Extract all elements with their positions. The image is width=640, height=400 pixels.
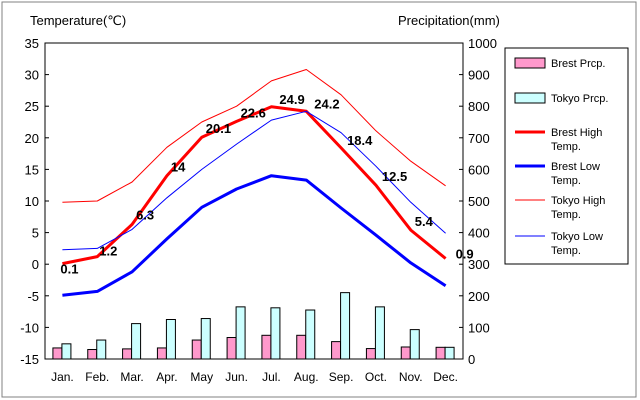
x-tick-label: Apr. bbox=[156, 370, 177, 384]
y-left-tick-label: -5 bbox=[27, 289, 39, 304]
precip-bar bbox=[235, 306, 246, 360]
y-right-tick-label: 600 bbox=[468, 162, 490, 177]
precip-bar bbox=[200, 318, 211, 360]
data-label: 14 bbox=[171, 160, 186, 175]
x-tick-label: Jun. bbox=[225, 370, 248, 384]
y-right-tick-label: 400 bbox=[468, 226, 490, 241]
data-label: 22.6 bbox=[241, 105, 266, 120]
x-tick-label: Mar. bbox=[120, 370, 143, 384]
y-left-axis: 35 30 25 20 15 10 5 0 -5 -10 -15 bbox=[20, 36, 49, 367]
y-left-tick-label: -15 bbox=[20, 352, 39, 367]
precip-bar bbox=[444, 346, 455, 360]
x-axis: Jan. Feb. Mar. Apr. May Jun. Jul. Aug. Sep. Oct. N… bbox=[51, 370, 458, 384]
precip-bar bbox=[87, 349, 98, 360]
temperature-line bbox=[62, 105, 447, 266]
precip-bar bbox=[296, 334, 307, 360]
data-label: 18.4 bbox=[347, 133, 373, 148]
x-tick-label: Nov. bbox=[399, 370, 423, 384]
data-label: 0.9 bbox=[456, 247, 474, 262]
legend-label: Brest Low Temp. bbox=[551, 161, 600, 187]
x-tick-label: Jul. bbox=[262, 370, 281, 384]
y-right-tick-label: 900 bbox=[468, 68, 490, 83]
temperature-lines bbox=[62, 69, 447, 297]
precipitation-bars bbox=[52, 292, 455, 360]
precip-bar bbox=[52, 347, 63, 360]
precip-bar bbox=[122, 348, 133, 360]
y-left-tick-label: -10 bbox=[20, 320, 39, 335]
y-right-tick-label: 0 bbox=[468, 352, 475, 367]
precip-bar bbox=[96, 339, 107, 360]
y-left-tick-label: 5 bbox=[32, 226, 39, 241]
data-label: 6.3 bbox=[136, 207, 154, 222]
precip-bar bbox=[305, 309, 316, 360]
x-tick-label: Oct. bbox=[365, 370, 387, 384]
temperature-line bbox=[62, 69, 446, 203]
x-tick-label: May bbox=[190, 370, 213, 384]
precip-bar bbox=[365, 348, 376, 360]
y-right-tick-label: 100 bbox=[468, 320, 490, 335]
x-tick-label: Dec. bbox=[433, 370, 458, 384]
legend-label: Tokyo Low Temp. bbox=[551, 231, 603, 257]
legend-label: Brest Prcp. bbox=[551, 58, 605, 70]
y-left-axis-title: Temperature(℃) bbox=[30, 13, 126, 28]
precip-bar bbox=[131, 323, 142, 360]
legend-swatch bbox=[514, 57, 546, 69]
y-left-tick-label: 20 bbox=[25, 131, 39, 146]
precip-bar bbox=[409, 329, 420, 360]
precip-bar bbox=[435, 346, 446, 360]
x-tick-label: Jan. bbox=[51, 370, 74, 384]
data-label: 20.1 bbox=[206, 121, 231, 136]
data-label: 24.9 bbox=[279, 92, 304, 107]
precip-bar bbox=[340, 292, 351, 360]
precip-bar bbox=[191, 339, 202, 360]
precip-bar bbox=[374, 306, 385, 360]
y-left-tick-label: 30 bbox=[25, 68, 39, 83]
data-label: 24.2 bbox=[314, 96, 339, 111]
legend: Brest Prcp. Tokyo Prcp. Brest High Temp. Bre… bbox=[514, 57, 608, 257]
y-left-tick-label: 10 bbox=[25, 194, 39, 209]
y-left-tick-label: 35 bbox=[25, 36, 39, 51]
precip-bar bbox=[400, 346, 411, 360]
precip-bar bbox=[165, 319, 176, 360]
precip-bar bbox=[156, 347, 167, 360]
plot-area bbox=[44, 42, 464, 360]
legend-swatch bbox=[514, 92, 546, 104]
y-right-tick-label: 300 bbox=[468, 257, 490, 272]
data-label: 0.1 bbox=[60, 262, 78, 277]
x-tick-label: Sep. bbox=[329, 370, 354, 384]
y-left-tick-label: 15 bbox=[25, 162, 39, 177]
precip-bar bbox=[226, 337, 237, 360]
y-right-axis-title: Precipitation(mm) bbox=[398, 13, 500, 28]
data-labels: 0.1 1.2 6.3 14 20.1 22.6 24.9 24.2 18.4 12.5 5.4 0.… bbox=[60, 92, 473, 277]
precip-bar bbox=[331, 341, 342, 360]
legend-label: Tokyo High Temp. bbox=[551, 195, 605, 221]
precip-bar bbox=[270, 307, 281, 360]
y-left-tick-label: 0 bbox=[32, 257, 39, 272]
x-tick-label: Feb. bbox=[85, 370, 109, 384]
y-right-tick-label: 200 bbox=[468, 289, 490, 304]
legend-box bbox=[504, 47, 629, 265]
legend-label: Brest High Temp. bbox=[551, 127, 602, 153]
precip-bar bbox=[61, 343, 72, 360]
y-right-tick-label: 1000 bbox=[468, 36, 497, 51]
temperature-line bbox=[62, 110, 446, 251]
data-label: 1.2 bbox=[99, 244, 117, 259]
precip-bar bbox=[261, 334, 272, 360]
legend-label: Tokyo Prcp. bbox=[551, 93, 608, 105]
y-right-tick-label: 800 bbox=[468, 99, 490, 114]
y-right-tick-label: 500 bbox=[468, 194, 490, 209]
temperature-line bbox=[62, 174, 447, 297]
y-left-tick-label: 25 bbox=[25, 99, 39, 114]
data-label: 12.5 bbox=[382, 169, 407, 184]
x-tick-label: Aug. bbox=[294, 370, 319, 384]
data-label: 5.4 bbox=[415, 214, 434, 229]
y-right-tick-label: 700 bbox=[468, 131, 490, 146]
